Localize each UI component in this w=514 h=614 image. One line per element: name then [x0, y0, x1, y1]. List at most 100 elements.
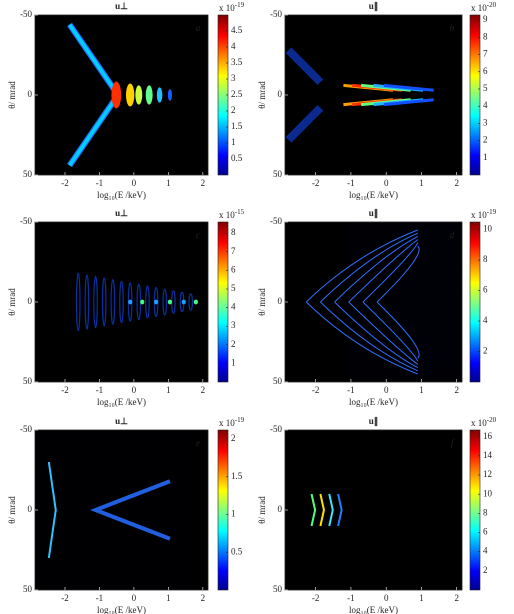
colorbar-tick-label: 4: [231, 302, 236, 312]
colorbar-tick-label: 4.5: [231, 25, 243, 35]
panel: u⊥ e -2 -1 0 1 2 -50 0 50 log₁₀(E /keV) θ/ mrad 0.5 1…: [7, 416, 245, 614]
colorbar-tick-label: 7: [483, 49, 488, 59]
colorbar-tick-label: 16: [483, 431, 493, 441]
colorbar-scale: x 10-19: [471, 208, 497, 220]
colorbar-tick-label: 2: [483, 565, 488, 575]
heatmap-image: [44, 438, 170, 582]
y-tick-label: -50: [270, 424, 282, 434]
x-tick-label: -2: [312, 178, 320, 188]
y-axis-label: θ/ mrad: [257, 81, 267, 109]
x-tick-label: 2: [201, 385, 206, 395]
y-tick-label: 0: [278, 504, 283, 514]
colorbar: [217, 429, 229, 591]
colorbar-tick-label: 2: [483, 346, 488, 356]
colorbar-tick-label: 4: [483, 546, 488, 556]
x-tick-label: 1: [419, 178, 424, 188]
panel-title: u∥: [369, 1, 379, 12]
colorbar-tick-label: 8: [483, 31, 488, 41]
colorbar-tick-label: 1.5: [231, 471, 243, 481]
colorbar-tick-label: 9: [483, 14, 488, 24]
y-axis-label: θ/ mrad: [7, 288, 17, 316]
heatmap-image: [306, 222, 462, 382]
y-tick-label: 50: [23, 376, 33, 386]
colorbar-tick-label: 3: [483, 117, 488, 127]
colorbar-tick-label: 4: [483, 100, 488, 110]
colorbar-tick-label: 2: [231, 433, 236, 443]
panel-label: e: [196, 438, 200, 448]
y-tick-label: 50: [23, 584, 33, 594]
colorbar-scale-base: x 10: [219, 3, 235, 13]
colorbar-tick-label: 2: [483, 135, 488, 145]
x-tick-label: -1: [96, 593, 104, 603]
x-tick-label: 0: [384, 385, 389, 395]
colorbar-tick-label: 6: [483, 285, 488, 295]
x-tick-label: 2: [201, 593, 206, 603]
y-tick-label: -50: [20, 216, 32, 226]
y-tick-label: 50: [273, 169, 283, 179]
panel-label: a: [196, 23, 201, 33]
colorbar-scale-exponent: -20: [487, 416, 497, 424]
colorbar-tick-label: 1: [231, 357, 236, 367]
panel: u⊥ a -2 -1 0 1 2 -50 0 50 log₁₀(E /keV) θ/ mrad 0.5 1…: [7, 1, 245, 200]
x-tick-label: 1: [419, 593, 424, 603]
colorbar-tick-label: 2.5: [231, 89, 243, 99]
colorbar-tick-label: 3: [231, 73, 236, 83]
colorbar: [469, 429, 481, 591]
panel: u∥ d -2 -1 0 1 2 -50 0 50 log₁₀(E /keV) θ/ mrad 2 4 6 8…: [257, 208, 497, 407]
x-tick-label: -1: [347, 593, 355, 603]
y-tick-label: 0: [278, 89, 283, 99]
panel-label: b: [450, 23, 455, 33]
colorbar-tick-label: 7: [231, 246, 236, 256]
colorbar-tick-label: 3: [231, 320, 236, 330]
panel-title: u∥: [369, 416, 379, 427]
x-tick-label: 2: [454, 593, 459, 603]
heatmap-image: [70, 25, 172, 166]
heatmap-image: [303, 438, 427, 582]
x-tick-label: 1: [419, 385, 424, 395]
x-tick-label: 2: [454, 178, 459, 188]
y-tick-label: 0: [28, 296, 33, 306]
heatmap-background: [35, 430, 208, 590]
colorbar: [469, 14, 481, 176]
y-tick-label: 0: [278, 296, 283, 306]
colorbar-scale-base: x 10: [219, 418, 235, 428]
panel-label: d: [450, 230, 455, 240]
heatmap-background: [285, 15, 462, 175]
colorbar-scale: x 10-19: [219, 416, 245, 428]
y-tick-label: 0: [28, 504, 33, 514]
colorbar-tick-label: 8: [231, 227, 236, 237]
y-axis-label: θ/ mrad: [7, 496, 17, 524]
x-axis-label: log₁₀(E /keV): [97, 605, 146, 614]
panel-title: u⊥: [115, 208, 128, 218]
panel-label: f: [451, 438, 455, 448]
x-tick-label: -2: [312, 385, 320, 395]
x-tick-label: -1: [347, 385, 355, 395]
colorbar-tick-label: 10: [483, 488, 493, 498]
y-tick-label: -50: [270, 9, 282, 19]
colorbar-tick-label: 2: [231, 339, 236, 349]
x-axis-label: log₁₀(E /keV): [97, 397, 146, 407]
y-tick-label: -50: [270, 216, 282, 226]
colorbar-scale-exponent: -20: [487, 1, 497, 9]
x-tick-label: -1: [96, 385, 104, 395]
colorbar-scale-base: x 10: [219, 210, 235, 220]
y-axis-label: θ/ mrad: [7, 81, 17, 109]
colorbar-tick-label: 8: [483, 507, 488, 517]
colorbar-tick-label: 1.5: [231, 121, 243, 131]
heatmap-background: [35, 15, 208, 175]
y-tick-label: -50: [20, 9, 32, 19]
colorbar-scale-exponent: -15: [235, 208, 245, 216]
colorbar-tick-label: 6: [483, 66, 488, 76]
heatmap-image: [289, 50, 434, 140]
panel-title: u∥: [369, 208, 379, 219]
x-tick-label: 1: [166, 178, 171, 188]
heatmap-background: [35, 222, 208, 382]
panel: u∥ b -2 -1 0 1 2 -50 0 50 log₁₀(E /keV) θ/ mrad 1 2 3 4…: [257, 1, 497, 200]
colorbar-tick-label: 2: [231, 105, 236, 115]
colorbar-tick-label: 6: [231, 264, 236, 274]
colorbar-scale: x 10-19: [219, 1, 245, 13]
x-tick-label: 0: [384, 593, 389, 603]
colorbar-scale-base: x 10: [471, 418, 487, 428]
colorbar-tick-label: 8: [483, 254, 488, 264]
